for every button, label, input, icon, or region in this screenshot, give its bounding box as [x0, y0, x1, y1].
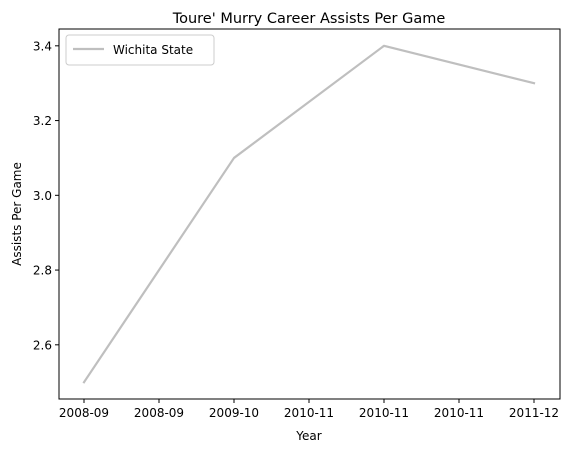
- legend-label-wichita-state: Wichita State: [113, 43, 193, 57]
- y-tick-label: 3.2: [33, 114, 52, 128]
- y-tick-label: 3.0: [33, 189, 52, 203]
- y-axis-label: Assists Per Game: [10, 162, 24, 266]
- x-tick-label: 2010-11: [359, 406, 409, 420]
- x-tick-label: 2009-10: [209, 406, 259, 420]
- x-axis-label: Year: [295, 429, 321, 443]
- chart-title: Toure' Murry Career Assists Per Game: [172, 11, 446, 27]
- legend-box: [65, 34, 215, 66]
- y-tick-label: 2.6: [33, 338, 52, 352]
- series-line-wichita-state: [82, 44, 536, 384]
- y-tick-label: 2.8: [33, 264, 52, 278]
- x-tick-label: 2008-09: [59, 406, 109, 420]
- x-tick-label: 2011-12: [509, 406, 559, 420]
- y-tick-label: 3.4: [33, 39, 52, 53]
- legend: Wichita State: [65, 34, 215, 66]
- x-tick-label: 2010-11: [284, 406, 334, 420]
- x-tick-label: 2010-11: [434, 406, 484, 420]
- x-tick-label: 2008-09: [134, 406, 184, 420]
